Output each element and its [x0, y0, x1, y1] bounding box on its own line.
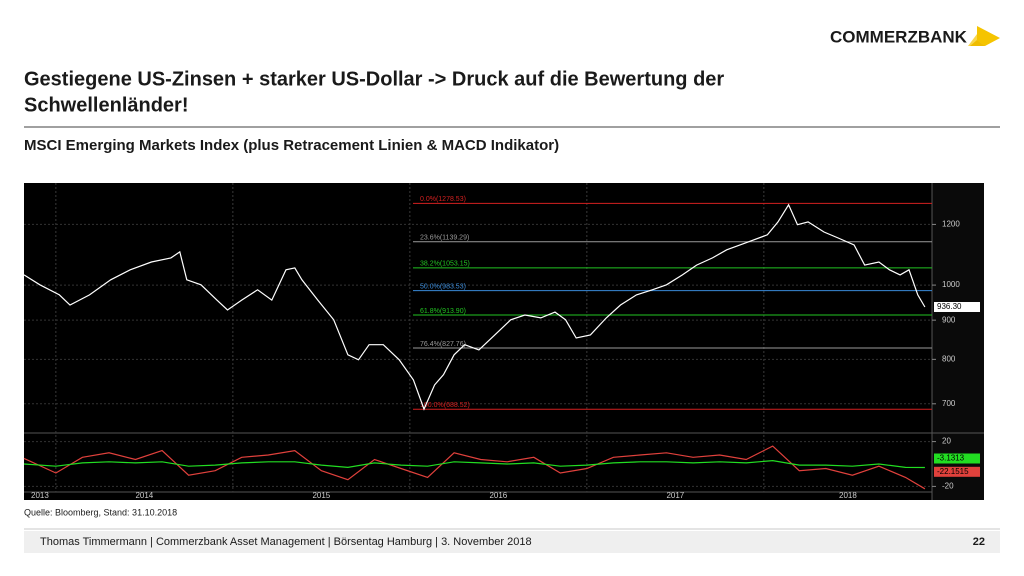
y-tick-label: 700 — [942, 399, 956, 408]
y-tick-label: 900 — [942, 315, 956, 324]
retracement-label: 0.0%(1278.53) — [420, 196, 466, 203]
retracement-label: 38.2%(1053.15) — [420, 261, 470, 268]
x-tick-label: 2017 — [666, 491, 684, 500]
series-line — [23, 203, 926, 411]
retracement-label: 100.0%(688.52) — [420, 402, 470, 409]
y-tick-label: 1200 — [942, 220, 960, 229]
last-value-label: -22.1515 — [937, 467, 969, 476]
series-line — [23, 459, 925, 469]
source: Quelle: Bloomberg, Stand: 31.10.2018 — [24, 507, 177, 517]
retracement-label: 50.0%(983.53) — [420, 283, 466, 290]
page-number: 22 — [973, 536, 985, 548]
axis-background — [932, 183, 984, 500]
y-tick-label: 1000 — [942, 280, 960, 289]
y-tick-label: 20 — [942, 437, 951, 446]
title-line: Schwellenländer! — [24, 94, 189, 116]
last-value-label: -3.1313 — [937, 454, 965, 463]
x-tick-label: 2015 — [312, 491, 330, 500]
series-line — [23, 445, 926, 490]
retracement-label: 61.8%(913.90) — [420, 308, 466, 315]
subtitle: MSCI Emerging Markets Index (plus Retrac… — [24, 137, 559, 154]
title-line: Gestiegene US-Zinsen + starker US-Dollar… — [24, 68, 724, 90]
logo-icon — [968, 26, 1000, 46]
x-tick-label: 2016 — [489, 491, 507, 500]
last-value-box — [934, 453, 980, 464]
last-value-box — [934, 466, 980, 477]
footer-bar — [24, 531, 1000, 553]
y-tick-label: -20 — [942, 482, 954, 491]
x-tick-label: 2014 — [135, 491, 153, 500]
retracement-label: 23.6%(1139.29) — [420, 235, 469, 242]
last-value-label: 936.30 — [937, 302, 962, 311]
logo-text: COMMERZBANK — [830, 27, 968, 46]
x-tick-label: 2018 — [839, 491, 857, 500]
x-tick-label: 2013 — [31, 491, 49, 500]
y-tick-label: 800 — [942, 354, 956, 363]
retracement-label: 76.4%(827.76) — [420, 341, 466, 348]
footer-text: Thomas Timmermann | Commerzbank Asset Ma… — [40, 536, 532, 548]
last-value-box — [934, 301, 980, 312]
chart-background — [24, 183, 984, 500]
